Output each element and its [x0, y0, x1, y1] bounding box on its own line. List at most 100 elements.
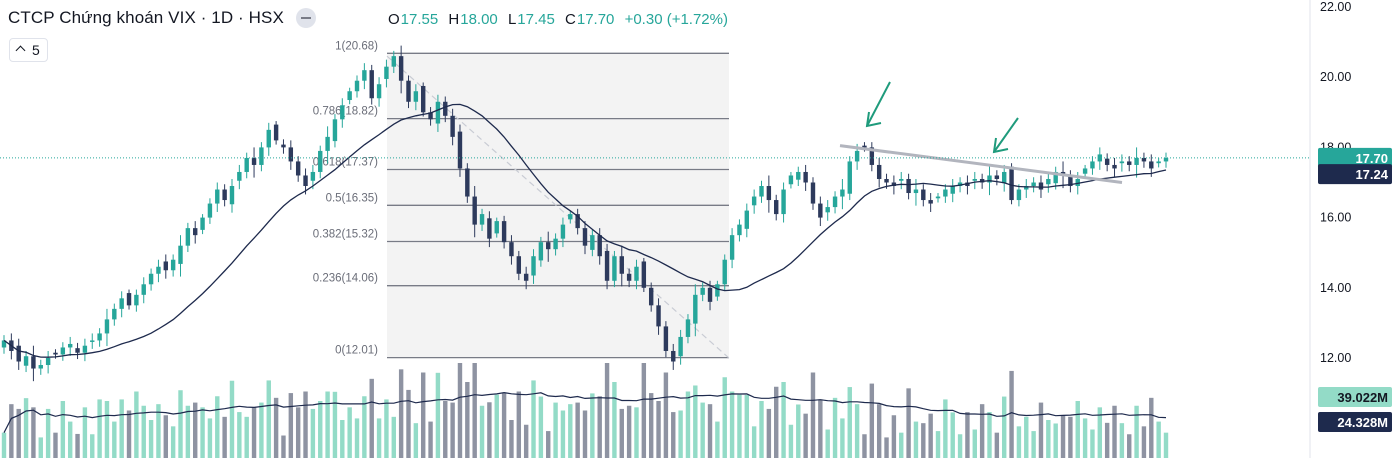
volume-bar: [869, 383, 875, 458]
volume-bar: [156, 404, 161, 458]
volume-bar: [531, 380, 536, 458]
volume-bar: [788, 424, 794, 458]
candle-body: [141, 284, 146, 295]
candle-body: [744, 210, 750, 229]
volume-bar: [53, 432, 58, 458]
indicator-value: 5: [32, 42, 40, 58]
volume-bar: [972, 429, 977, 458]
candle-body: [604, 250, 610, 281]
candle-body: [1016, 189, 1022, 201]
candle-body: [457, 131, 463, 169]
volume-bar: [943, 399, 948, 458]
volume-bar: [729, 391, 735, 458]
volume-bar: [362, 396, 367, 458]
volume-bar: [656, 401, 661, 458]
volume-bar: [1112, 405, 1117, 458]
candle-body: [516, 256, 522, 274]
candle-body: [340, 105, 345, 120]
volume-bar: [1, 432, 7, 458]
fib-trend-dashed: [386, 55, 730, 359]
candle-body: [1075, 178, 1080, 187]
candle-body: [134, 294, 139, 306]
candle-body: [781, 189, 786, 215]
volume-bar: [23, 398, 29, 458]
volume-bar: [163, 415, 169, 458]
volume-bar: [340, 420, 345, 458]
candle-body: [443, 101, 448, 116]
ohlc-legend: O17.55 H18.00 L17.45 C17.70 +0.30 (+1.72…: [388, 11, 734, 28]
candle-body: [178, 245, 183, 264]
fib-level-label: 0.618(17.37): [313, 157, 378, 169]
candle-body: [884, 178, 889, 183]
volume-bar: [1009, 370, 1014, 458]
fib-level-label: 0.5(16.35): [326, 192, 379, 204]
candle-body: [862, 145, 867, 148]
candle-body: [685, 319, 691, 337]
volume-ma-badge-bg: [1318, 412, 1392, 432]
volume-bar: [715, 421, 720, 458]
candle-body: [384, 66, 389, 79]
indicator-toggle[interactable]: 5: [9, 38, 48, 62]
volume-bar: [553, 402, 558, 458]
volume-bar: [1090, 429, 1095, 458]
candle-body: [663, 326, 669, 351]
volume-bar: [700, 402, 705, 458]
candle-body: [737, 224, 742, 236]
candle-body: [237, 171, 242, 181]
candle-body: [766, 186, 772, 201]
candle-body: [222, 189, 227, 201]
volume-bar: [148, 420, 154, 458]
volume-bar: [950, 412, 955, 458]
volume-bar: [1149, 397, 1154, 458]
volume-bar: [1082, 418, 1088, 458]
candle-body: [1046, 178, 1051, 185]
hide-legend-icon[interactable]: [295, 7, 316, 28]
candle-body: [251, 157, 257, 165]
volume-bar: [671, 412, 676, 458]
candle-body: [641, 261, 647, 288]
volume-bar: [759, 401, 764, 458]
volume-bar: [1038, 402, 1044, 458]
volume-bar: [678, 410, 683, 458]
fib-level-label: 0.786(18.82): [313, 106, 378, 118]
candle-body: [531, 256, 536, 276]
volume-bar: [663, 372, 669, 458]
volume-bar: [465, 382, 470, 458]
volume-bar: [67, 421, 73, 458]
volume-bar: [1141, 426, 1147, 458]
symbol-title[interactable]: CTCP Chứng khoán VIX · 1D · HSX: [8, 8, 284, 27]
volume-bar: [693, 385, 698, 458]
candle-body: [707, 287, 713, 302]
volume-bar: [634, 407, 639, 458]
volume-bar: [281, 435, 286, 458]
volume-bar: [75, 433, 80, 458]
volume-bar: [876, 404, 882, 458]
volume-bar: [229, 380, 235, 458]
volume-bar: [222, 416, 227, 458]
low-label: L: [507, 11, 517, 28]
volume-bar: [619, 408, 624, 458]
candle-body: [472, 196, 477, 225]
annotation-arrow-head: [992, 137, 1009, 154]
candle-body: [751, 196, 757, 206]
volume-bar: [90, 434, 95, 458]
candle-body: [207, 203, 213, 218]
volume-bar: [112, 421, 117, 458]
volume-bar: [31, 407, 36, 458]
close-value: 17.70: [576, 11, 615, 28]
volume-bar: [126, 410, 132, 458]
candle-body: [450, 115, 455, 137]
candle-body: [546, 242, 551, 250]
volume-bar: [347, 407, 352, 458]
volume-bar: [487, 402, 492, 458]
candle-body: [832, 196, 838, 208]
candle-body: [266, 129, 271, 148]
volume-bar: [979, 404, 985, 458]
volume-bar: [428, 421, 433, 458]
candle-body: [501, 221, 507, 243]
volume-bar: [398, 369, 404, 458]
volume-bar: [1024, 416, 1029, 458]
candle-body: [273, 124, 279, 141]
volume-bar: [840, 418, 845, 458]
